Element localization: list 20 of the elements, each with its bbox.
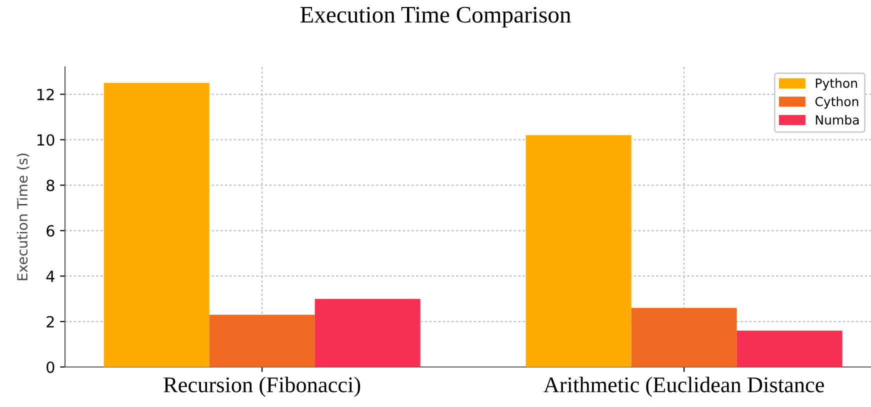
y-tick-label: 0	[46, 361, 54, 374]
bar	[631, 308, 737, 367]
bar	[104, 82, 210, 367]
y-tick-label: 4	[46, 270, 54, 282]
bar	[736, 330, 842, 367]
bar	[526, 135, 632, 367]
bar	[209, 314, 315, 367]
y-tick-label: 6	[46, 225, 54, 237]
y-tick-label: 10	[38, 134, 54, 146]
x-tick-label: Arithmetic (Euclidean Distance	[544, 376, 824, 397]
legend-label: Numba	[816, 114, 859, 125]
bar	[314, 298, 420, 367]
y-tick-label: 8	[46, 180, 54, 192]
chart-title: Execution Time Comparison	[300, 6, 571, 28]
x-tick-label: Recursion (Fibonacci)	[164, 376, 360, 397]
y-axis-title: Execution Time (s)	[16, 154, 30, 280]
y-tick-label: 12	[38, 88, 54, 100]
legend-label: Python	[816, 78, 857, 90]
legend-label: Cython	[815, 96, 858, 109]
y-tick-label: 2	[46, 316, 54, 328]
